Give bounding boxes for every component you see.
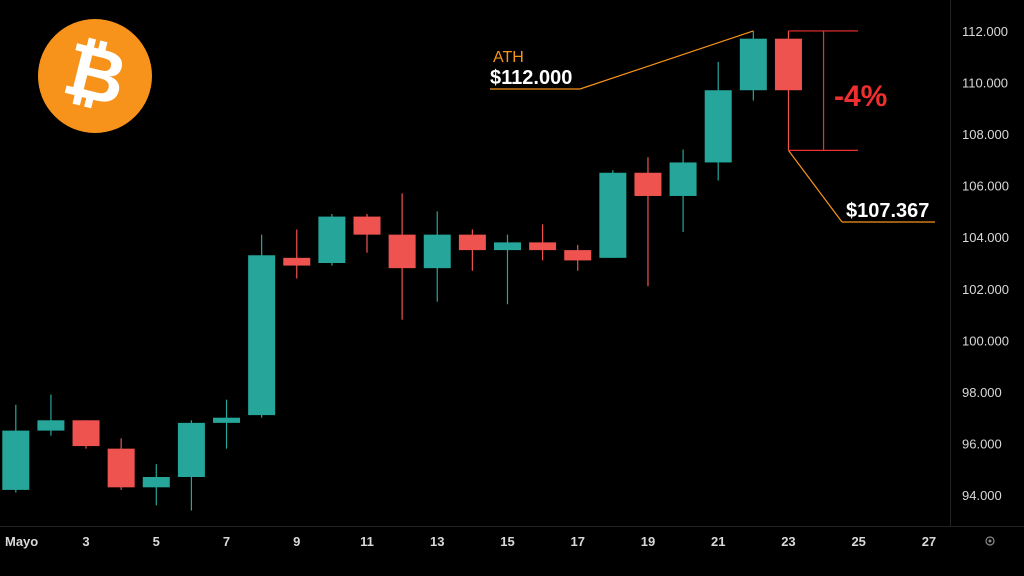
candle-body — [177, 422, 205, 478]
ath-leader-line — [579, 30, 754, 90]
x-tick-label: Mayo — [5, 534, 38, 549]
candle-body — [107, 448, 135, 488]
x-tick-label: 25 — [851, 534, 865, 549]
y-tick-label: 102.000 — [962, 282, 1009, 297]
ath-annotation: ATH $112.000 — [490, 30, 754, 90]
y-tick-label: 112.000 — [962, 24, 1008, 39]
candle-body — [248, 255, 276, 416]
candle-body — [493, 242, 521, 251]
x-tick-label: 27 — [922, 534, 936, 549]
y-tick-label: 96.000 — [962, 436, 1002, 451]
drop-measure: -4% — [788, 30, 887, 151]
low-annotation: $107.367 — [787, 150, 935, 223]
ath-price: $112.000 — [490, 67, 572, 89]
y-tick-label: 98.000 — [962, 385, 1002, 400]
x-tick-label: 13 — [430, 534, 444, 549]
x-tick-label: 5 — [153, 534, 160, 549]
candle-body — [529, 242, 557, 251]
price-axis: 94.000 96.000 98.000 100.000 102.000 104.000 1… — [962, 24, 1009, 503]
candle-body — [388, 234, 416, 269]
candle-body — [564, 250, 592, 261]
x-tick-label: 7 — [223, 534, 230, 549]
candle-body — [634, 172, 662, 196]
ath-label: ATH — [493, 49, 524, 66]
low-price: $107.367 — [846, 200, 929, 222]
candle-body — [774, 38, 802, 91]
x-tick-label: 19 — [641, 534, 655, 549]
x-tick-label: 11 — [360, 534, 374, 549]
candle-body — [142, 477, 170, 488]
candle-body — [704, 90, 732, 163]
candle-body — [599, 172, 627, 258]
y-tick-label: 106.000 — [962, 179, 1009, 194]
y-tick-label: 108.000 — [962, 127, 1009, 142]
x-tick-label: 23 — [781, 534, 795, 549]
x-tick-label: 21 — [711, 534, 725, 549]
candle-body — [213, 417, 241, 423]
candle-body — [423, 234, 451, 269]
candles-group — [2, 30, 802, 511]
gear-icon[interactable] — [985, 536, 995, 546]
x-tick-label: 15 — [500, 534, 514, 549]
candle-body — [318, 216, 346, 263]
candle-body — [283, 257, 311, 266]
candle-body — [739, 38, 767, 91]
low-leader-line — [787, 150, 843, 223]
y-tick-label: 100.000 — [962, 333, 1009, 348]
y-tick-label: 110.000 — [962, 76, 1008, 91]
candle-body — [458, 234, 486, 251]
time-axis: Mayo 3 5 7 9 11 13 15 17 19 21 23 25 27 — [5, 534, 936, 549]
candle-body — [72, 420, 100, 447]
x-tick-label: 9 — [293, 534, 300, 549]
x-tick-label: 17 — [570, 534, 584, 549]
bitcoin-logo-icon: ₿ — [38, 19, 152, 133]
candle-body — [669, 162, 697, 196]
candle-body — [353, 216, 381, 235]
drop-percentage: -4% — [834, 80, 887, 113]
y-tick-label: 94.000 — [962, 488, 1002, 503]
x-tick-label: 3 — [82, 534, 89, 549]
candle-body — [37, 420, 65, 431]
candle-body — [2, 430, 30, 490]
y-tick-label: 104.000 — [962, 230, 1009, 245]
